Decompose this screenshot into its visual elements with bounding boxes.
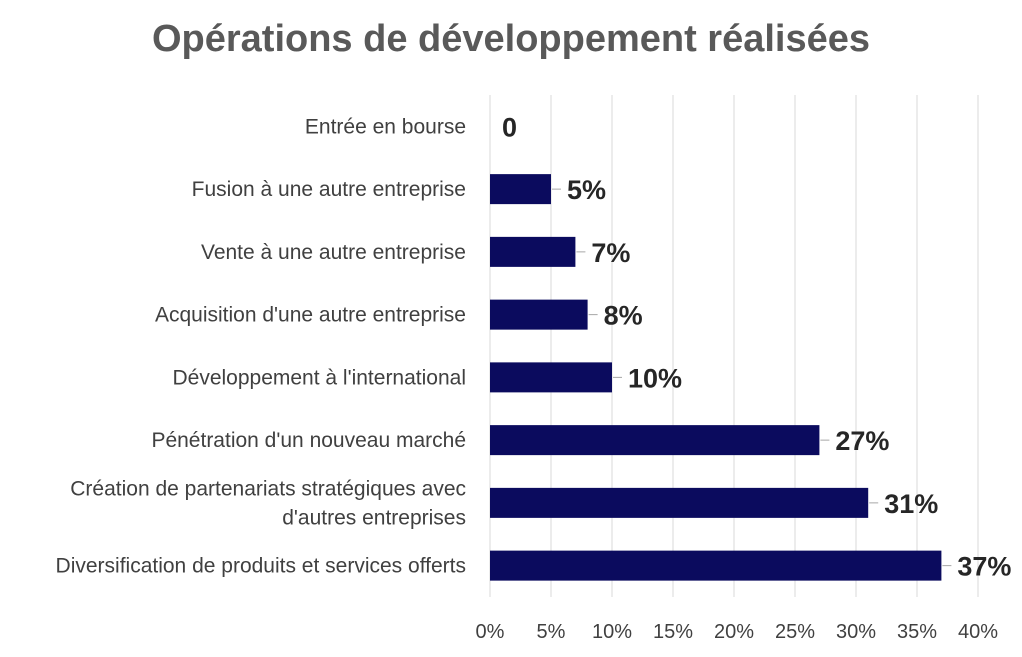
x-tick-label: 5%: [537, 621, 566, 643]
category-label: Pénétration d'un nouveau marché: [151, 429, 466, 452]
data-label: 7%: [591, 238, 630, 268]
x-tick-labels: 0% 5% 10% 15% 20% 25% 30% 35% 40%: [476, 621, 999, 643]
data-label: 37%: [957, 552, 1011, 582]
x-tick-label: 0%: [476, 621, 505, 643]
bar: [490, 550, 942, 581]
x-tick-label: 30%: [836, 621, 876, 643]
x-tick-label: 15%: [653, 621, 693, 643]
x-tick-label: 40%: [958, 621, 998, 643]
data-label: 5%: [567, 175, 606, 205]
category-label: Entrée en bourse: [305, 115, 466, 138]
data-label: 10%: [628, 363, 682, 393]
category-label: Développement à l'international: [172, 366, 466, 389]
x-tick-label: 20%: [714, 621, 754, 643]
bar: [490, 236, 576, 267]
data-label: 8%: [604, 301, 643, 331]
bar: [490, 174, 551, 205]
data-label: 27%: [835, 426, 889, 456]
data-label: 0: [502, 112, 517, 142]
gridlines: [489, 95, 979, 597]
x-tick-label: 35%: [897, 621, 937, 643]
category-label: Vente à une autre entreprise: [201, 241, 466, 264]
x-tick-label: 10%: [592, 621, 632, 643]
chart-title: Opérations de développement réalisées: [151, 18, 871, 60]
data-labels: 0 5% 7% 8% 10% 27% 31% 37%: [502, 112, 1011, 581]
bar: [490, 425, 820, 456]
category-label: Diversification de produits et services …: [56, 555, 466, 578]
category-label: Acquisition d'une autre entreprise: [155, 304, 466, 327]
category-label: Création de partenariats stratégiques av…: [70, 477, 466, 529]
bars: [490, 174, 942, 581]
category-labels: Entrée en bourse Fusion à une autre entre…: [56, 115, 466, 577]
data-label: 31%: [884, 489, 938, 519]
bar: [490, 299, 588, 330]
x-tick-label: 25%: [775, 621, 815, 643]
bar: [490, 487, 869, 518]
bar: [490, 362, 612, 393]
category-label: Fusion à une autre entreprise: [192, 178, 466, 201]
